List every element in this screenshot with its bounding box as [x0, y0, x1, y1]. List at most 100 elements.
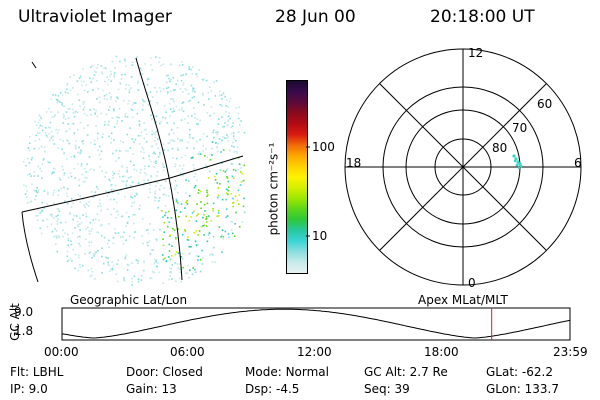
emission-pixel: [145, 173, 148, 176]
emission-pixel: [189, 137, 191, 139]
emission-pixel: [134, 231, 136, 233]
emission-pixel: [37, 175, 39, 177]
emission-pixel: [201, 263, 204, 265]
emission-pixel: [66, 233, 69, 236]
emission-pixel: [111, 192, 114, 194]
emission-pixel: [110, 268, 112, 271]
emission-pixel: [96, 231, 99, 233]
emission-pixel: [192, 137, 194, 139]
emission-pixel: [130, 76, 133, 78]
emission-pixel: [56, 250, 59, 253]
emission-pixel: [115, 160, 117, 162]
emission-pixel: [218, 209, 220, 212]
emission-pixel: [227, 186, 230, 189]
emission-pixel: [238, 225, 241, 228]
emission-pixel: [161, 254, 164, 256]
emission-pixel: [57, 129, 60, 132]
emission-pixel: [221, 139, 223, 142]
emission-pixel: [124, 257, 126, 260]
emission-pixel: [238, 203, 240, 205]
emission-pixel: [41, 177, 43, 179]
emission-pixel: [216, 182, 219, 184]
emission-pixel: [175, 238, 177, 240]
emission-pixel: [37, 191, 39, 194]
emission-pixel: [37, 209, 40, 212]
emission-pixel: [91, 257, 93, 259]
emission-pixel: [66, 82, 69, 85]
emission-pixel: [136, 194, 138, 196]
emission-pixel: [236, 199, 239, 202]
emission-pixel: [101, 272, 103, 274]
emission-pixel: [111, 60, 114, 63]
emission-pixel: [223, 125, 225, 128]
emission-pixel: [194, 268, 196, 271]
emission-pixel: [167, 195, 170, 197]
emission-pixel: [222, 238, 224, 240]
emission-pixel: [62, 168, 64, 171]
emission-pixel: [160, 184, 162, 187]
emission-pixel: [125, 183, 127, 186]
emission-pixel: [201, 249, 203, 252]
emission-pixel: [180, 80, 183, 82]
emission-pixel: [73, 74, 75, 77]
emission-pixel: [67, 237, 70, 240]
emission-pixel: [142, 104, 144, 106]
emission-pixel: [174, 262, 176, 264]
emission-pixel: [158, 197, 161, 199]
emission-pixel: [91, 270, 94, 273]
emission-pixel: [65, 111, 68, 113]
emission-pixel: [91, 65, 93, 67]
emission-pixel: [214, 95, 217, 97]
emission-pixel: [100, 209, 102, 212]
emission-pixel: [139, 135, 142, 137]
emission-pixel: [63, 172, 66, 175]
emission-pixel: [153, 151, 155, 154]
emission-pixel: [96, 79, 98, 82]
emission-pixel: [146, 78, 149, 81]
emission-pixel: [143, 260, 145, 262]
emission-pixel: [152, 229, 155, 231]
emission-pixel: [174, 253, 177, 256]
emission-pixel: [232, 141, 234, 144]
emission-pixel: [194, 113, 196, 115]
emission-pixel: [151, 118, 153, 121]
emission-pixel: [108, 239, 110, 242]
emission-pixel: [74, 111, 76, 113]
emission-pixel: [38, 127, 40, 129]
emission-pixel: [231, 232, 234, 235]
emission-pixel: [82, 68, 84, 70]
emission-pixel: [129, 127, 131, 129]
emission-pixel: [99, 199, 101, 201]
emission-pixel: [166, 122, 169, 124]
emission-pixel: [133, 102, 136, 104]
emission-pixel: [76, 80, 79, 82]
emission-pixel: [62, 116, 65, 119]
emission-pixel: [150, 145, 153, 148]
emission-pixel: [222, 235, 224, 238]
emission-pixel: [50, 137, 53, 139]
emission-pixel: [47, 126, 50, 129]
emission-pixel: [48, 126, 51, 129]
emission-pixel: [108, 264, 111, 267]
emission-pixel: [158, 188, 161, 190]
emission-pixel: [226, 134, 228, 136]
emission-pixel: [120, 215, 123, 218]
emission-pixel: [194, 185, 197, 187]
emission-pixel: [114, 66, 116, 69]
colorbar: [286, 80, 308, 274]
emission-pixel: [170, 267, 172, 270]
emission-pixel: [148, 158, 151, 161]
emission-pixel: [79, 195, 82, 198]
emission-pixel: [155, 239, 158, 242]
emission-pixel: [103, 236, 106, 239]
emission-pixel: [132, 141, 135, 143]
emission-pixel: [159, 153, 161, 156]
emission-pixel: [186, 147, 188, 149]
emission-pixel: [124, 255, 127, 258]
emission-pixel: [165, 211, 167, 214]
emission-pixel: [110, 70, 112, 73]
emission-pixel: [207, 234, 210, 236]
emission-pixel: [192, 164, 195, 166]
emission-pixel: [97, 149, 99, 152]
emission-pixel: [107, 264, 109, 266]
